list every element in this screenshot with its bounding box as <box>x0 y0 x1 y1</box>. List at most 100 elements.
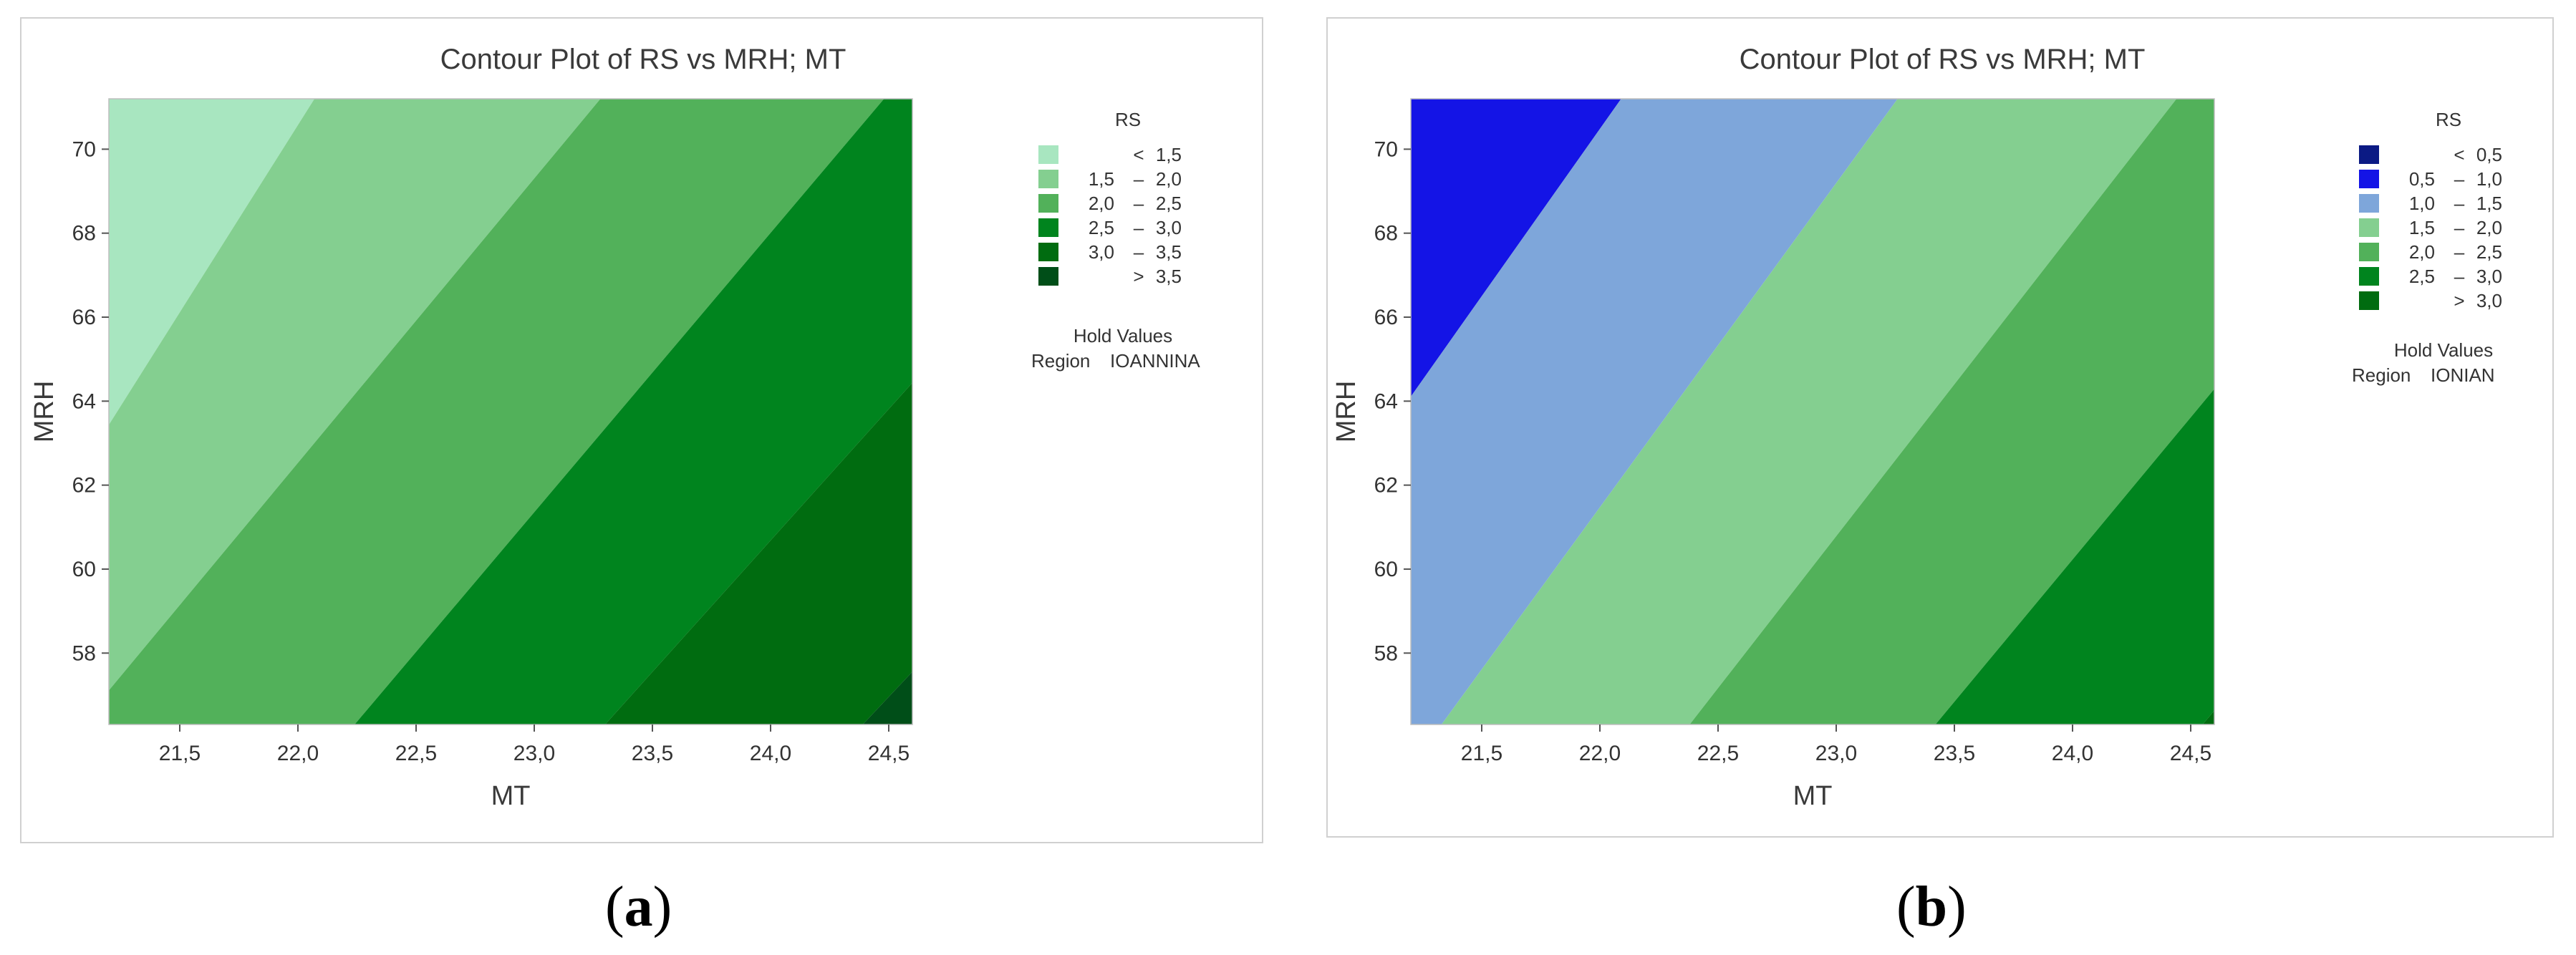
y-tick-label: 58 <box>72 641 96 665</box>
caption-open-paren: ( <box>605 876 624 939</box>
legend-swatch <box>1038 243 1058 261</box>
legend-range-high: 2,5 <box>2476 241 2502 263</box>
contour-band-4 <box>354 99 912 724</box>
x-axis-label: MT <box>1793 781 1833 811</box>
figure-caption-b: (b) <box>1896 875 1967 940</box>
x-tick-label: 23,0 <box>513 742 555 765</box>
y-tick-label: 64 <box>1374 389 1398 413</box>
y-tick-label: 70 <box>72 137 96 161</box>
legend-range-low: 1,5 <box>2409 217 2435 238</box>
legend-swatch <box>2359 218 2379 237</box>
y-axis-label: MRH <box>29 381 59 443</box>
x-tick-label: 23,0 <box>1815 742 1857 765</box>
legend-range-low: 1,0 <box>2409 193 2435 214</box>
legend-range-separator: – <box>1134 241 1144 263</box>
hold-values-value: IOANNINA <box>1110 350 1200 372</box>
legend-range-high: 3,0 <box>2476 266 2502 287</box>
legend-range-high: 1,0 <box>2476 168 2502 190</box>
contour-band-5 <box>1689 99 2214 724</box>
y-tick-label: 60 <box>1374 558 1398 581</box>
caption-open-paren: ( <box>1896 876 1916 939</box>
legend-range-separator: – <box>1134 168 1144 190</box>
contour-band-7 <box>2202 710 2214 724</box>
contour-chart-panel-b: Contour Plot of RS vs MRH; MT 21,5 22,0 22,… <box>1326 17 2554 838</box>
legend-range-separator: > <box>1133 266 1144 287</box>
y-tick-label: 70 <box>1374 137 1398 161</box>
legend-range-low: 2,0 <box>1089 193 1114 214</box>
y-tick-label: 64 <box>72 389 96 413</box>
contour-chart-panel-a: Contour Plot of RS vs MRH; MT 21,5 22,0 22,… <box>20 17 1263 843</box>
x-tick-label: 21,5 <box>1461 742 1502 765</box>
legend-swatch <box>2359 243 2379 261</box>
legend-range-high: 3,0 <box>2476 290 2502 311</box>
legend-range-low: 2,5 <box>1089 217 1114 238</box>
legend-range-high: 1,5 <box>1156 144 1182 165</box>
x-tick-label: 24,5 <box>2170 742 2211 765</box>
x-tick-label: 24,0 <box>750 742 791 765</box>
legend-swatch <box>2359 194 2379 213</box>
legend-range-separator: – <box>1134 217 1144 238</box>
legend-range-low: 2,5 <box>2409 266 2435 287</box>
hold-values-value: IONIAN <box>2431 364 2495 386</box>
legend-range-high: 3,5 <box>1156 241 1182 263</box>
legend-range-separator: – <box>2454 266 2465 287</box>
x-tick-label: 24,5 <box>868 742 910 765</box>
hold-values-label: Region <box>1031 350 1090 372</box>
legend-range-high: 3,5 <box>1156 266 1182 287</box>
contour-regions <box>109 99 912 724</box>
contour-band-3 <box>1411 99 1898 724</box>
legend-range-separator: – <box>2454 241 2465 263</box>
legend-range-low: 0,5 <box>2409 168 2435 190</box>
contour-band-4 <box>1441 99 2177 724</box>
caption-close-paren: ) <box>1947 876 1967 939</box>
legend-range-separator: > <box>2454 290 2464 311</box>
contour-band-3 <box>109 99 884 724</box>
legend-range-separator: – <box>1134 193 1144 214</box>
x-tick-label: 22,5 <box>1697 742 1739 765</box>
legend-range-separator: – <box>2454 217 2465 238</box>
legend-range-separator: – <box>2454 168 2465 190</box>
x-tick-label: 23,5 <box>1934 742 1975 765</box>
chart-title: Contour Plot of RS vs MRH; MT <box>1740 44 2146 75</box>
y-tick-label: 62 <box>72 474 96 498</box>
contour-chart-b: Contour Plot of RS vs MRH; MT 21,5 22,0 22,… <box>1331 44 2502 811</box>
legend-range-separator: < <box>2454 144 2464 165</box>
legend-range-high: 2,0 <box>1156 168 1182 190</box>
legend-title: RS <box>1115 109 1141 130</box>
hold-values-title: Hold Values <box>2394 339 2493 361</box>
legend-range-low: 3,0 <box>1089 241 1114 263</box>
contour-chart-a: Contour Plot of RS vs MRH; MT 21,5 22,0 22,… <box>29 44 1200 811</box>
legend-swatch <box>1038 267 1058 286</box>
y-tick-label: 66 <box>1374 306 1398 329</box>
legend-range-high: 2,5 <box>1156 193 1182 214</box>
legend-swatch <box>2359 267 2379 286</box>
y-axis-label: MRH <box>1331 381 1361 443</box>
x-tick-label: 22,0 <box>277 742 319 765</box>
contour-band-6 <box>862 672 912 724</box>
x-tick-label: 22,5 <box>395 742 437 765</box>
caption-letter: a <box>624 876 653 939</box>
y-tick-label: 66 <box>72 306 96 329</box>
x-axis-label: MT <box>491 781 531 811</box>
y-tick-label: 58 <box>1374 641 1398 665</box>
legend-swatch <box>1038 145 1058 164</box>
x-tick-label: 23,5 <box>632 742 673 765</box>
legend-range-low: 1,5 <box>1089 168 1114 190</box>
x-tick-label: 24,0 <box>2052 742 2093 765</box>
legend-swatch <box>2359 145 2379 164</box>
x-tick-label: 21,5 <box>159 742 201 765</box>
legend-title: RS <box>2436 109 2461 130</box>
legend-range-separator: < <box>1133 144 1144 165</box>
legend-swatch <box>1038 170 1058 188</box>
contour-regions <box>1411 99 2214 724</box>
caption-letter: b <box>1915 876 1948 939</box>
legend-range-high: 0,5 <box>2476 144 2502 165</box>
legend-swatch <box>2359 291 2379 310</box>
plot-frame <box>1410 98 2215 725</box>
contour-band-5 <box>605 382 912 724</box>
y-tick-label: 68 <box>1374 222 1398 246</box>
legend-swatch <box>2359 170 2379 188</box>
legend-range-separator: – <box>2454 193 2465 214</box>
legend-swatch <box>1038 194 1058 213</box>
hold-values-label: Region <box>2352 364 2411 386</box>
